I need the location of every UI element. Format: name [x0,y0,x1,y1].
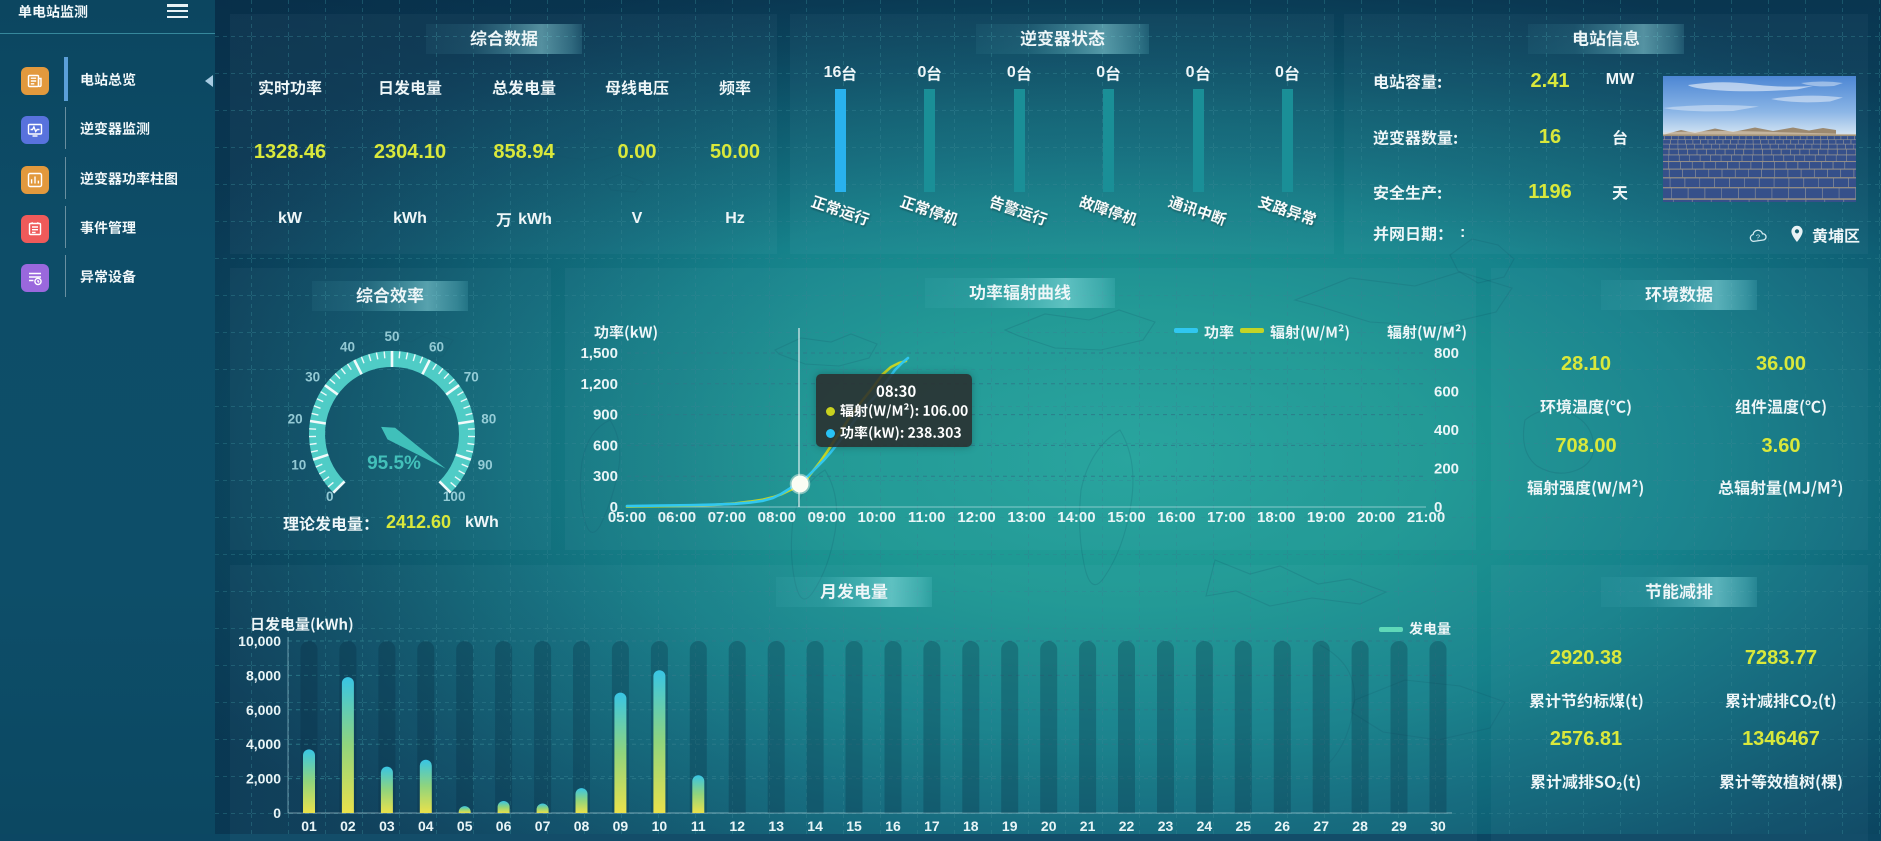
svg-text:01: 01 [301,818,317,834]
svg-text:20: 20 [1041,818,1057,834]
svg-text:400: 400 [1434,422,1459,439]
svg-text:10: 10 [291,457,306,472]
svg-text:27: 27 [1313,818,1329,834]
svg-text:08: 08 [574,818,590,834]
svg-text:15: 15 [846,818,862,834]
svg-text:600: 600 [1434,384,1459,401]
svg-text:2,000: 2,000 [246,771,281,787]
svg-text:900: 900 [593,407,618,424]
svg-text:29: 29 [1391,818,1407,834]
svg-text:09:00: 09:00 [808,509,846,526]
svg-text:0: 0 [326,489,334,504]
svg-text:60: 60 [429,340,444,355]
svg-text:13: 13 [768,818,784,834]
svg-text:02: 02 [340,818,356,834]
svg-text:17: 17 [924,818,940,834]
svg-text:25: 25 [1236,818,1252,834]
svg-text:08:00: 08:00 [758,509,796,526]
svg-text:70: 70 [464,369,479,384]
svg-text:11: 11 [691,818,706,834]
svg-text:300: 300 [593,468,618,485]
svg-text:12: 12 [729,818,745,834]
svg-text:16: 16 [885,818,901,834]
svg-text:13:00: 13:00 [1007,509,1045,526]
svg-text:17:00: 17:00 [1207,509,1245,526]
svg-text:1,200: 1,200 [580,376,618,393]
svg-text:200: 200 [1434,461,1459,478]
svg-text:03: 03 [379,818,395,834]
svg-text:?: ? [1756,233,1760,242]
svg-text:07:00: 07:00 [708,509,746,526]
svg-text:06:00: 06:00 [658,509,696,526]
svg-text:6,000: 6,000 [246,702,281,718]
svg-text:05:00: 05:00 [608,509,646,526]
svg-text:100: 100 [443,489,466,504]
svg-text:23: 23 [1158,818,1174,834]
svg-text:1,500: 1,500 [580,345,618,362]
svg-text:06: 06 [496,818,512,834]
svg-text:4,000: 4,000 [246,736,281,752]
svg-text:19: 19 [1002,818,1018,834]
svg-text:09: 09 [613,818,629,834]
svg-text:19:00: 19:00 [1307,509,1345,526]
svg-text:40: 40 [340,340,355,355]
svg-text:90: 90 [478,457,493,472]
svg-text:15:00: 15:00 [1107,509,1145,526]
svg-text:07: 07 [535,818,551,834]
svg-text:04: 04 [418,818,434,834]
svg-text:21: 21 [1080,818,1096,834]
svg-text:22: 22 [1119,818,1135,834]
svg-text:10:00: 10:00 [858,509,896,526]
svg-text:10: 10 [652,818,668,834]
svg-text:14:00: 14:00 [1057,509,1095,526]
svg-text:8,000: 8,000 [246,667,281,683]
svg-text:24: 24 [1197,818,1213,834]
svg-text:80: 80 [481,412,496,427]
svg-text:12:00: 12:00 [957,509,995,526]
svg-text:0: 0 [273,805,281,821]
svg-text:20: 20 [288,412,303,427]
svg-text:30: 30 [305,369,320,384]
svg-text:600: 600 [593,437,618,454]
svg-text:16:00: 16:00 [1157,509,1195,526]
svg-text:20:00: 20:00 [1357,509,1395,526]
svg-text:30: 30 [1430,818,1446,834]
svg-text:28: 28 [1352,818,1368,834]
svg-text:800: 800 [1434,345,1459,362]
svg-text:14: 14 [807,818,823,834]
svg-text:21:00: 21:00 [1407,509,1445,526]
svg-text:10,000: 10,000 [238,633,281,649]
svg-text:05: 05 [457,818,473,834]
svg-text:26: 26 [1274,818,1290,834]
svg-text:11:00: 11:00 [908,509,946,526]
svg-text:18:00: 18:00 [1257,509,1295,526]
svg-text:50: 50 [384,329,399,344]
svg-text:18: 18 [963,818,979,834]
